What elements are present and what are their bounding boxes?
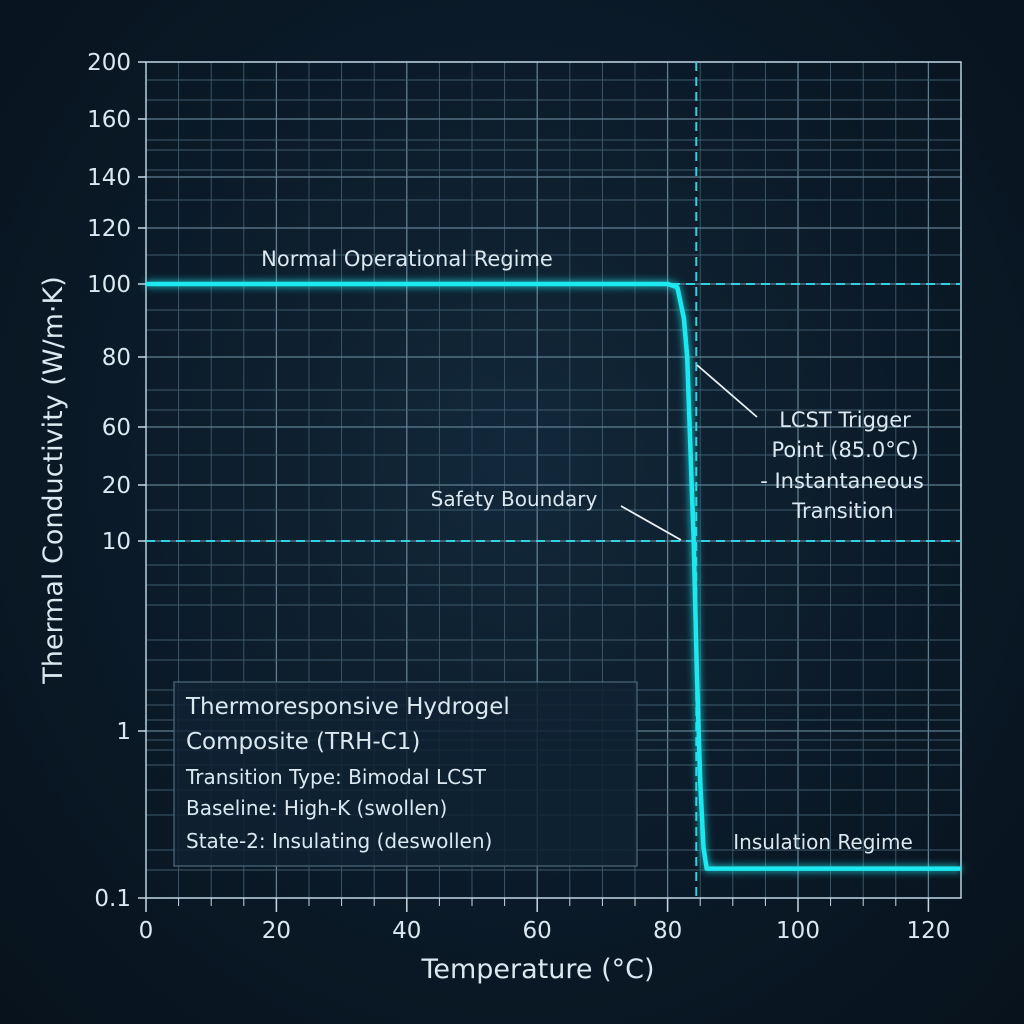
x-tick-label: 40 [392,918,421,944]
x-tick-label: 120 [906,918,950,944]
y-tick-label: 60 [102,415,131,441]
annotation-lcst: Transition [791,499,894,523]
legend-title-line-2: Composite (TRH-C1) [186,729,420,755]
y-tick-label: 160 [87,107,131,133]
safety-leader-line [621,506,681,540]
annotation-lcst: Point (85.0°C) [771,438,918,462]
annotation-insulation-regime: Insulation Regime [733,830,913,854]
annotation-lcst: LCST Trigger [779,408,911,432]
x-tick-label: 0 [139,918,154,944]
y-tick-label: 1 [116,719,131,745]
y-tick-label: 120 [87,216,131,242]
y-axis-label: Thermal Conductivity (W/m·K) [38,276,69,685]
legend-line: Baseline: High-K (swollen) [186,796,447,820]
annotation-lcst: - Instantaneous [760,469,924,493]
y-tick-label: 140 [87,165,131,191]
y-tick-label: 100 [87,272,131,298]
y-tick-label: 0.1 [94,886,131,912]
x-tick-label: 60 [523,918,552,944]
y-tick-label: 10 [102,529,131,555]
x-axis-label: Temperature (°C) [420,954,654,985]
annotation-normal-regime: Normal Operational Regime [261,247,553,271]
x-tick-label: 20 [262,918,291,944]
y-tick-label: 20 [102,473,131,499]
legend-line: Transition Type: Bimodal LCST [185,765,487,789]
y-tick-label: 200 [87,50,131,76]
legend-line: State-2: Insulating (deswollen) [186,829,492,853]
lcst-leader-line [697,365,757,417]
x-tick-label: 80 [653,918,682,944]
annotation-safety-boundary: Safety Boundary [431,487,598,511]
y-tick-label: 80 [102,345,131,371]
x-tick-label: 100 [776,918,820,944]
legend-title-line-1: Thermoresponsive Hydrogel [185,694,510,720]
